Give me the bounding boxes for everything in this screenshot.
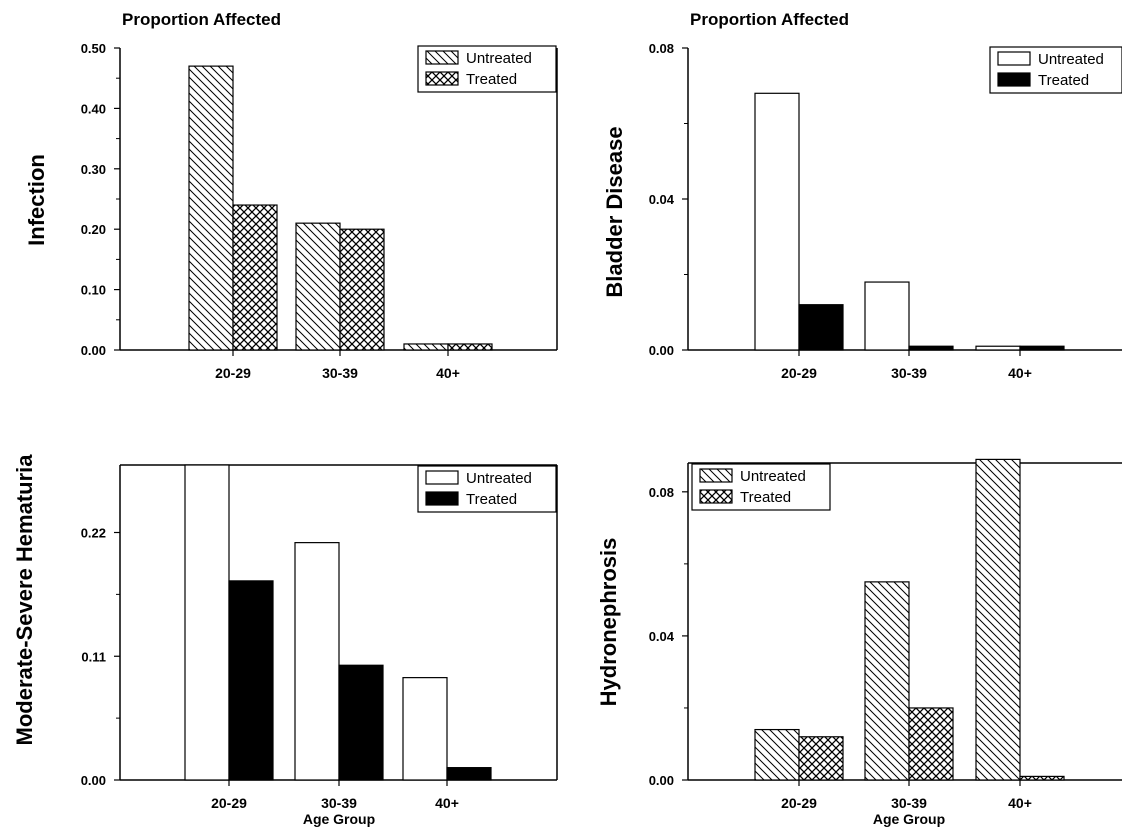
legend-swatch-treated — [997, 72, 1031, 87]
bar-untreated-30-39 — [295, 222, 341, 351]
legend-label-untreated: Untreated — [740, 468, 806, 485]
y-tick-label: 0.08 — [649, 41, 674, 56]
panel-header: Proportion Affected — [690, 10, 849, 29]
y-tick-label: 0.50 — [81, 41, 106, 56]
y-tick-label: 0.00 — [81, 773, 106, 788]
legend-label-untreated: Untreated — [1038, 51, 1104, 68]
bar-treated-40+ — [1019, 345, 1065, 351]
legend-label-untreated: Untreated — [466, 50, 532, 67]
x-tick-label: 30-39 — [891, 795, 927, 811]
bar-treated-20-29 — [228, 580, 274, 781]
x-tick-label: 30-39 — [322, 365, 358, 381]
y-axis-label: Moderate-Severe Hematuria — [12, 454, 37, 746]
legend-swatch-untreated — [425, 50, 459, 65]
x-axis-label: Age Group — [873, 811, 945, 827]
y-tick-label: 0.40 — [81, 101, 106, 116]
legend: Untreated Treated — [417, 465, 557, 513]
y-axis-label: Bladder Disease — [602, 126, 627, 297]
bar-untreated-20-29 — [188, 65, 234, 351]
chart-panel-2: Proportion Affected Bladder Disease 0.00 0.… — [602, 10, 1122, 381]
y-tick-label: 0.10 — [81, 283, 106, 298]
y-tick-label: 0.11 — [81, 649, 106, 664]
bar-treated-30-39 — [908, 345, 954, 351]
bar-treated-20-29 — [232, 204, 278, 351]
y-tick-label: 0.22 — [81, 526, 106, 541]
x-tick-label: 30-39 — [321, 795, 357, 811]
legend-swatch-treated — [425, 71, 459, 86]
legend-swatch-untreated — [699, 468, 733, 483]
y-tick-label: 0.08 — [649, 485, 674, 500]
bar-untreated-20-29 — [184, 464, 230, 781]
bar-treated-20-29 — [798, 736, 844, 781]
bar-treated-30-39 — [908, 707, 954, 781]
bar-treated-40+ — [446, 767, 492, 781]
bar-untreated-30-39 — [864, 281, 910, 351]
bar-treated-40+ — [447, 343, 493, 351]
y-tick-label: 0.00 — [81, 343, 106, 358]
y-tick-label: 0.04 — [649, 629, 675, 644]
bar-treated-20-29 — [798, 304, 844, 351]
x-axis-label: Age Group — [303, 811, 375, 827]
bar-treated-30-39 — [338, 664, 384, 781]
legend-swatch-treated — [699, 489, 733, 504]
y-axis-label: Hydronephrosis — [596, 538, 621, 707]
x-tick-label: 30-39 — [891, 365, 927, 381]
x-tick-label: 40+ — [435, 795, 459, 811]
bar-untreated-40+ — [402, 677, 448, 781]
bar-untreated-40+ — [403, 343, 449, 351]
bar-untreated-20-29 — [754, 728, 800, 781]
y-tick-label: 0.04 — [649, 192, 675, 207]
y-tick-label: 0.00 — [649, 343, 674, 358]
x-tick-label: 20-29 — [781, 795, 817, 811]
chart-panel-3: Moderate-Severe Hematuria 0.00 0.11 0.22 20-… — [12, 454, 558, 827]
x-tick-label: 20-29 — [211, 795, 247, 811]
y-tick-label: 0.30 — [81, 162, 106, 177]
bar-untreated-40+ — [975, 458, 1021, 781]
legend-label-treated: Treated — [466, 71, 517, 88]
bar-treated-40+ — [1019, 775, 1065, 781]
y-tick-label: 0.20 — [81, 222, 106, 237]
legend-swatch-untreated — [425, 470, 459, 485]
legend-swatch-treated — [425, 491, 459, 506]
legend-label-treated: Treated — [740, 489, 791, 506]
x-tick-label: 20-29 — [781, 365, 817, 381]
x-tick-label: 40+ — [436, 365, 460, 381]
legend: Untreated Treated — [417, 45, 557, 93]
bar-treated-30-39 — [339, 228, 385, 351]
legend: Untreated Treated — [691, 463, 831, 511]
chart-panel-4: Hydronephrosis 0.00 0.04 0.08 20-29 30-39 40+ A… — [596, 458, 1122, 827]
legend-label-untreated: Untreated — [466, 470, 532, 487]
panel-header: Proportion Affected — [122, 10, 281, 29]
bar-untreated-30-39 — [864, 581, 910, 781]
bar-untreated-40+ — [975, 345, 1021, 351]
legend: Untreated Treated — [989, 46, 1122, 94]
legend-label-treated: Treated — [466, 491, 517, 508]
x-tick-label: 40+ — [1008, 795, 1032, 811]
x-tick-label: 40+ — [1008, 365, 1032, 381]
y-axis-label: Infection — [24, 154, 49, 246]
x-tick-label: 20-29 — [215, 365, 251, 381]
chart-panel-1: Proportion Affected Infection 0.00 0.10 0.20… — [24, 10, 558, 381]
bar-untreated-20-29 — [754, 92, 800, 351]
legend-label-treated: Treated — [1038, 72, 1089, 89]
bar-untreated-30-39 — [294, 542, 340, 781]
y-tick-label: 0.00 — [649, 773, 674, 788]
legend-swatch-untreated — [997, 51, 1031, 66]
